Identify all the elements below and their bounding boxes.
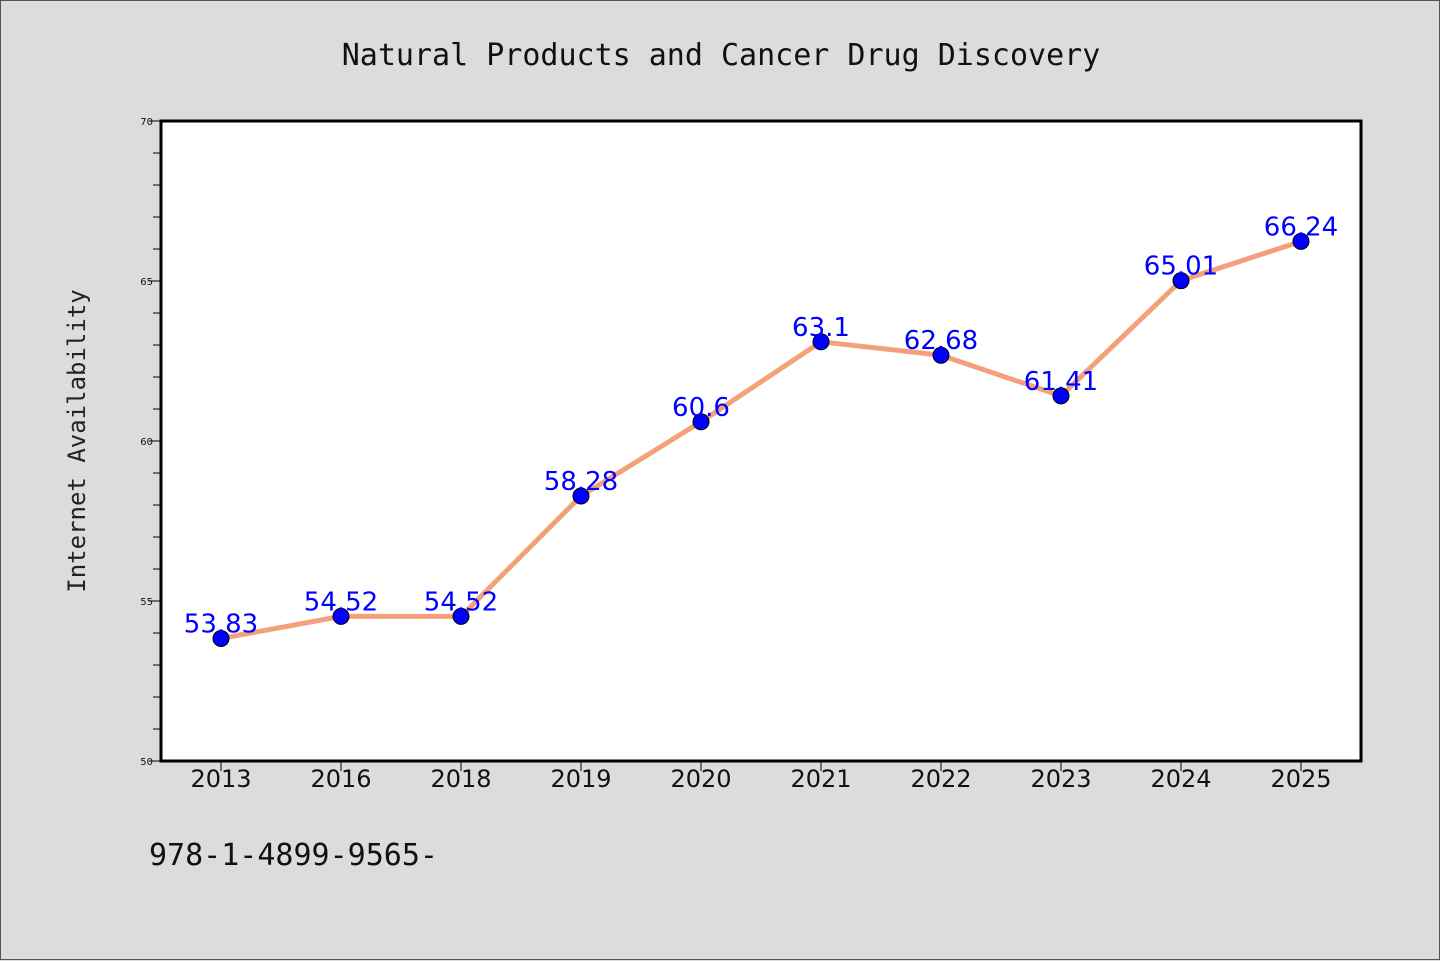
data-point: [692, 413, 710, 431]
x-tick-label: 2022: [910, 765, 971, 793]
data-label: 54.52: [424, 587, 498, 617]
x-tick-label: 2025: [1270, 765, 1331, 793]
data-label: 61.41: [1024, 367, 1098, 397]
x-axis: 2013 2016 2018 2019 2020 2021 2022 2023 2024 2025: [190, 761, 1332, 793]
data-label: 66.24: [1264, 212, 1338, 242]
plot-area: [159, 119, 1363, 763]
data-label: 53.83: [184, 609, 258, 639]
y-tick-label: 70: [140, 117, 153, 128]
series-line: [218, 238, 1304, 641]
data-label: 63.1: [792, 313, 850, 343]
x-tick-label: 2019: [550, 765, 611, 793]
data-label: 60.6: [672, 393, 730, 423]
x-tick-label: 2023: [1030, 765, 1091, 793]
y-axis: 50 55 60 65 70: [140, 117, 161, 768]
data-point: [932, 346, 950, 364]
chart-title: Natural Products and Cancer Drug Discove…: [342, 38, 1101, 73]
y-axis-label: Internet Availability: [63, 289, 91, 592]
data-point: [812, 333, 830, 351]
data-label: 54.52: [304, 587, 378, 617]
data-point: [1172, 272, 1190, 290]
data-label: 58.28: [544, 467, 618, 497]
x-tick-label: 2016: [310, 765, 371, 793]
y-tick-label: 65: [140, 277, 153, 288]
x-tick-label: 2018: [430, 765, 491, 793]
y-tick-label: 55: [140, 597, 153, 608]
x-tick-label: 2024: [1150, 765, 1211, 793]
x-tick-label: 2013: [190, 765, 251, 793]
data-label: 65.01: [1144, 252, 1218, 282]
data-point: [1052, 387, 1070, 405]
data-label: 62.68: [904, 326, 978, 356]
footer-text: 978-1-4899-9565-: [149, 838, 438, 873]
data-point: [212, 629, 230, 647]
data-point: [572, 487, 590, 505]
data-point: [332, 607, 350, 625]
y-tick-label: 60: [140, 437, 153, 448]
data-point: [1292, 232, 1310, 250]
y-tick-label: 50: [140, 757, 153, 768]
x-tick-label: 2021: [790, 765, 851, 793]
data-point: [452, 607, 470, 625]
x-tick-label: 2020: [670, 765, 731, 793]
series-layer: 53.83 54.52 54.52 58.28 60.6 63.1 62.68 61.41 65…: [184, 212, 1338, 647]
